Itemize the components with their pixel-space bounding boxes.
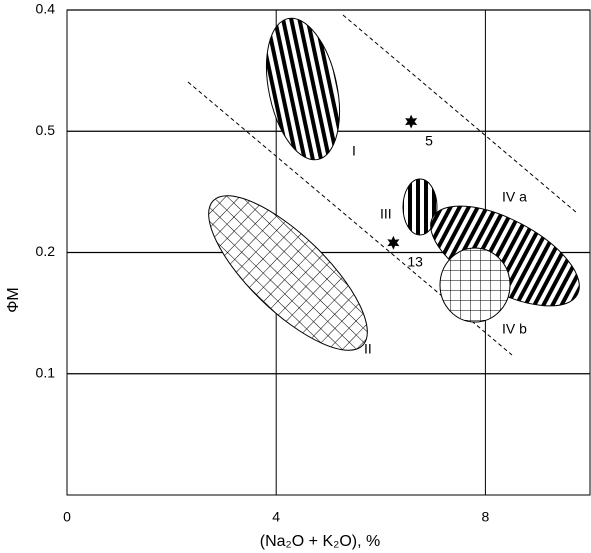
region-label: I	[352, 143, 356, 159]
region-IVb	[439, 247, 511, 323]
y-axis-label: ФМ	[5, 287, 22, 313]
point	[405, 114, 418, 129]
y-tick-label: 0.5	[36, 122, 56, 138]
region-I	[266, 17, 340, 161]
y-tick-label: 0.4	[36, 1, 56, 17]
x-axis-label: (Na₂O + K₂O), %	[260, 533, 380, 550]
boundary-line	[342, 14, 578, 214]
region-label: II	[364, 341, 372, 357]
point-label: 5	[425, 132, 433, 148]
regions: I II III IV a IV b	[187, 14, 580, 357]
point	[387, 235, 400, 250]
x-tick-label: 0	[63, 509, 71, 525]
region-label: IV a	[502, 189, 527, 205]
x-tick-label: 4	[272, 509, 280, 525]
region-III	[402, 178, 438, 236]
x-tick-label: 8	[482, 509, 490, 525]
point-label: 13	[407, 254, 423, 270]
y-tick-label: 0.2	[36, 243, 56, 259]
region-II	[208, 195, 368, 351]
region-label: III	[380, 206, 392, 222]
y-tick-label: 0.1	[36, 364, 56, 380]
region-label: IV b	[502, 321, 527, 337]
